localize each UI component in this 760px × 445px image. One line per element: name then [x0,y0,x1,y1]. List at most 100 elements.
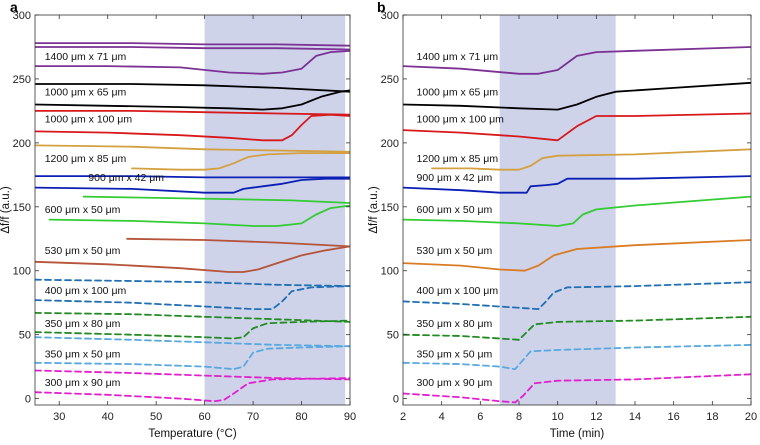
x-tick-label-8: 18 [706,411,718,423]
curve-label-6: 530 μm x 50 μm [45,245,121,257]
x-tick-label-7: 16 [668,411,680,423]
curve-label-1: 1000 μm x 65 μm [45,87,127,99]
x-tick-label-6: 90 [344,411,356,423]
y-tick-label-2: 100 [381,266,399,278]
series-line-4 [35,83,350,93]
x-tick-label-9: 20 [745,411,757,423]
series-line-9 [35,177,350,194]
series-line-10 [35,175,350,179]
x-axis-label: Time (min) [550,428,605,440]
x-tick-label-0: 30 [53,411,65,423]
series-line-11 [48,204,350,227]
curve-label-4: 900 μm x 42 μm [88,172,164,184]
series-line-5 [403,195,751,227]
curve-label-8: 350 μm x 80 μm [45,318,121,330]
series-line-20 [35,336,350,348]
series-line-21 [35,377,350,403]
panel-label: b [377,0,386,15]
series-line-18 [35,312,350,323]
curve-label-5: 600 μm x 50 μm [417,204,493,216]
series-line-8 [403,315,751,341]
x-tick-label-4: 70 [247,411,259,423]
curve-label-5: 600 μm x 50 μm [45,204,121,216]
y-tick-label-3: 150 [381,202,399,214]
y-tick-label-1: 50 [387,330,399,342]
curve-label-2: 1000 μm x 100 μm [45,113,133,125]
y-tick-label-0: 0 [393,394,399,406]
x-tick-label-5: 80 [295,411,307,423]
y-tick-label-1: 50 [19,330,31,342]
y-tick-label-0: 0 [25,394,31,406]
curve-label-7: 400 μm x 100 μm [417,285,499,297]
curve-label-9: 350 μm x 50 μm [45,349,121,361]
y-axis-label: Δf/f (a.u.) [368,186,380,233]
curve-label-2: 1000 μm x 100 μm [417,113,505,125]
y-tick-label-6: 300 [381,10,399,22]
curve-label-0: 1400 μm x 71 μm [417,51,499,63]
y-tick-label-2: 100 [13,266,31,278]
series-line-14 [126,237,350,248]
series-line-8 [35,144,350,153]
curve-label-1: 1000 μm x 65 μm [417,87,499,99]
series-line-22 [35,369,350,381]
curve-label-4: 900 μm x 42 μm [417,172,493,184]
series-line-2 [403,112,751,142]
series-line-6 [403,239,751,272]
curve-label-9: 350 μm x 50 μm [417,349,493,361]
series-line-2 [35,46,350,51]
series-line-7 [131,152,350,171]
x-tick-label-4: 10 [552,411,564,423]
series-line-3 [35,89,350,111]
curve-label-10: 300 μm x 90 μm [45,377,121,389]
series-line-15 [35,285,350,310]
series-line-1 [403,81,751,111]
curve-label-7: 400 μm x 100 μm [45,285,127,297]
series-line-9 [403,344,751,371]
x-tick-label-0: 2 [400,411,406,423]
series-line-16 [35,278,350,287]
x-tick-label-5: 12 [590,411,602,423]
series-line-17 [35,319,350,340]
series-group [403,46,751,404]
curve-label-3: 1200 μm x 85 μm [417,153,499,165]
plot-frame [402,14,752,406]
curve-label-10: 300 μm x 90 μm [417,377,493,389]
series-group [35,42,350,403]
curve-label-3: 1200 μm x 85 μm [45,153,127,165]
series-line-1 [35,42,350,47]
y-axis-label: Δf/f (a.u.) [0,186,12,233]
series-line-7 [403,281,751,310]
y-tick-label-5: 250 [13,74,31,86]
x-tick-label-3: 8 [516,411,522,423]
x-tick-label-3: 60 [198,411,210,423]
series-line-6 [35,110,350,116]
y-tick-label-3: 150 [13,202,31,214]
y-tick-label-6: 300 [13,10,31,22]
series-line-13 [35,245,350,273]
curve-label-6: 530 μm x 50 μm [417,245,493,257]
series-line-19 [35,345,350,371]
series-line-3 [431,148,751,171]
series-line-0 [403,46,751,75]
shaded-region [204,15,346,405]
panel-a: 30 40 50 60 70 80 90 0 50 100 150 200 250 300 Temperat… [0,0,356,440]
series-line-5 [35,113,350,142]
curve-label-0: 1400 μm x 71 μm [45,51,127,63]
series-line-10 [403,373,751,404]
y-tick-label-4: 200 [381,138,399,150]
series-line-0 [35,49,350,75]
plot-frame [34,14,351,406]
y-tick-label-5: 250 [381,74,399,86]
x-tick-label-6: 14 [629,411,641,423]
series-line-12 [82,195,350,204]
y-tick-label-4: 200 [13,138,31,150]
x-tick-label-2: 50 [150,411,162,423]
series-line-4 [403,175,751,194]
x-tick-label-1: 4 [439,411,445,423]
curve-label-8: 350 μm x 80 μm [417,318,493,330]
x-tick-label-1: 40 [102,411,114,423]
x-axis-label: Temperature (°C) [148,428,236,440]
panel-label: a [10,0,18,15]
